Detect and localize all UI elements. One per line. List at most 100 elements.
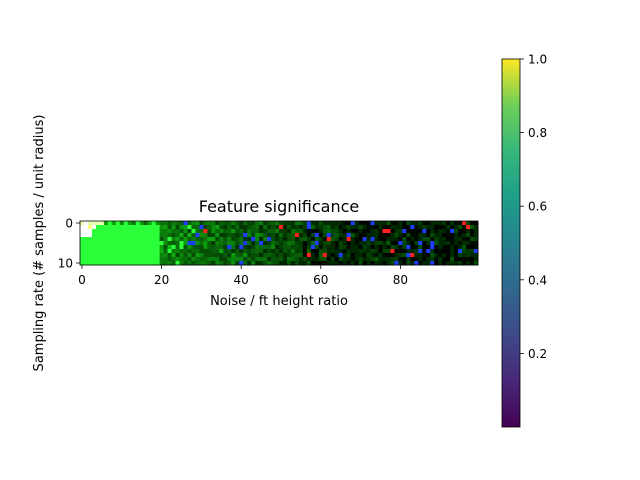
heatmap-cell (418, 257, 423, 262)
heatmap-cell (159, 241, 164, 246)
heatmap-cell (406, 261, 411, 266)
heatmap-cell (199, 233, 204, 238)
heatmap-cell (187, 241, 192, 246)
heatmap-cell (314, 233, 320, 238)
heatmap-cell (151, 229, 157, 234)
heatmap-cell (306, 261, 312, 266)
heatmap-cell (199, 229, 204, 234)
heatmap-cell (406, 225, 411, 230)
heatmap-cell (318, 233, 324, 238)
heatmap-cell (271, 253, 276, 258)
heatmap-cell (394, 229, 399, 234)
heatmap-cell (271, 261, 276, 266)
heatmap-cell (163, 221, 168, 226)
heatmap-cell (231, 237, 236, 242)
heatmap-cell (183, 237, 188, 242)
heatmap-cell (80, 249, 85, 254)
heatmap-cell (80, 225, 85, 230)
heatmap-cell (334, 241, 340, 246)
heatmap-cell (247, 253, 252, 258)
heatmap-cell (191, 225, 196, 230)
heatmap-cell (306, 245, 312, 250)
heatmap-cell (342, 225, 348, 230)
heatmap-cell (91, 221, 97, 226)
heatmap-cell (267, 253, 272, 258)
heatmap-cell (386, 253, 391, 258)
heatmap-cell (207, 225, 212, 230)
heatmap-cell (302, 229, 308, 234)
heatmap-cell (350, 245, 356, 250)
heatmap-cell (219, 245, 224, 250)
heatmap-cell (470, 225, 475, 230)
heatmap-cell (302, 225, 308, 230)
heatmap-cell (195, 229, 200, 234)
heatmap-cell (406, 233, 411, 238)
heatmap-cell (298, 249, 304, 254)
heatmap-cell (159, 221, 164, 226)
heatmap-cell (255, 257, 260, 262)
heatmap-cell (422, 241, 427, 246)
heatmap-cell (227, 253, 232, 258)
heatmap-cell (330, 245, 336, 250)
heatmap-cell (450, 261, 455, 266)
heatmap-cell (418, 261, 423, 266)
heatmap-cell (366, 261, 371, 266)
heatmap-cell (95, 245, 101, 250)
heatmap-cell (91, 229, 97, 234)
heatmap-cell (251, 249, 256, 254)
heatmap-cell (147, 233, 153, 238)
heatmap-cell (342, 253, 348, 258)
heatmap-cell (366, 253, 371, 258)
heatmap-cell (275, 261, 280, 266)
heatmap-cell (115, 225, 121, 230)
heatmap-cell (107, 237, 113, 242)
heatmap-cell (271, 237, 276, 242)
heatmap-cell (362, 245, 367, 250)
heatmap-cell (290, 257, 296, 262)
chart-title: Feature significance (199, 197, 360, 216)
heatmap-cell (243, 225, 248, 230)
heatmap-cell (247, 229, 252, 234)
heatmap-cell (271, 257, 276, 262)
heatmap-cell (426, 233, 431, 238)
heatmap-cell (398, 225, 403, 230)
heatmap-cell (155, 225, 160, 230)
heatmap-cell (139, 225, 145, 230)
heatmap-cell (370, 225, 375, 230)
heatmap-cell (410, 237, 415, 242)
heatmap-cell (191, 229, 196, 234)
heatmap-cell (306, 225, 312, 230)
heatmap-cell (282, 229, 288, 234)
heatmap-cell (466, 221, 471, 226)
heatmap-cell (127, 221, 133, 226)
heatmap-cell (95, 257, 101, 262)
heatmap-cell (362, 257, 367, 262)
heatmap-cell (338, 245, 344, 250)
heatmap-cell (127, 241, 133, 246)
heatmap-cell (346, 241, 352, 246)
heatmap-cell (322, 225, 328, 230)
heatmap-cell (215, 245, 220, 250)
heatmap-cell (294, 261, 300, 266)
heatmap-cell (454, 241, 459, 246)
heatmap-cell (175, 257, 180, 262)
heatmap-cell (338, 221, 344, 226)
heatmap-cell (430, 229, 435, 234)
heatmap-cell (454, 221, 459, 226)
heatmap-cell (362, 221, 367, 226)
heatmap-cell (99, 237, 105, 242)
heatmap-cell (422, 225, 427, 230)
heatmap-cell (103, 237, 109, 242)
heatmap-cell (370, 233, 375, 238)
heatmap-cell (362, 261, 367, 266)
heatmap-cell (406, 229, 411, 234)
heatmap-cell (430, 261, 435, 266)
heatmap-cell (243, 221, 248, 226)
heatmap-cell (418, 245, 423, 250)
heatmap-cell (370, 257, 375, 262)
heatmap-cell (207, 245, 212, 250)
heatmap-cell (239, 249, 244, 254)
heatmap-cell (286, 253, 292, 258)
heatmap-cell (111, 249, 117, 254)
heatmap-cell (119, 249, 125, 254)
